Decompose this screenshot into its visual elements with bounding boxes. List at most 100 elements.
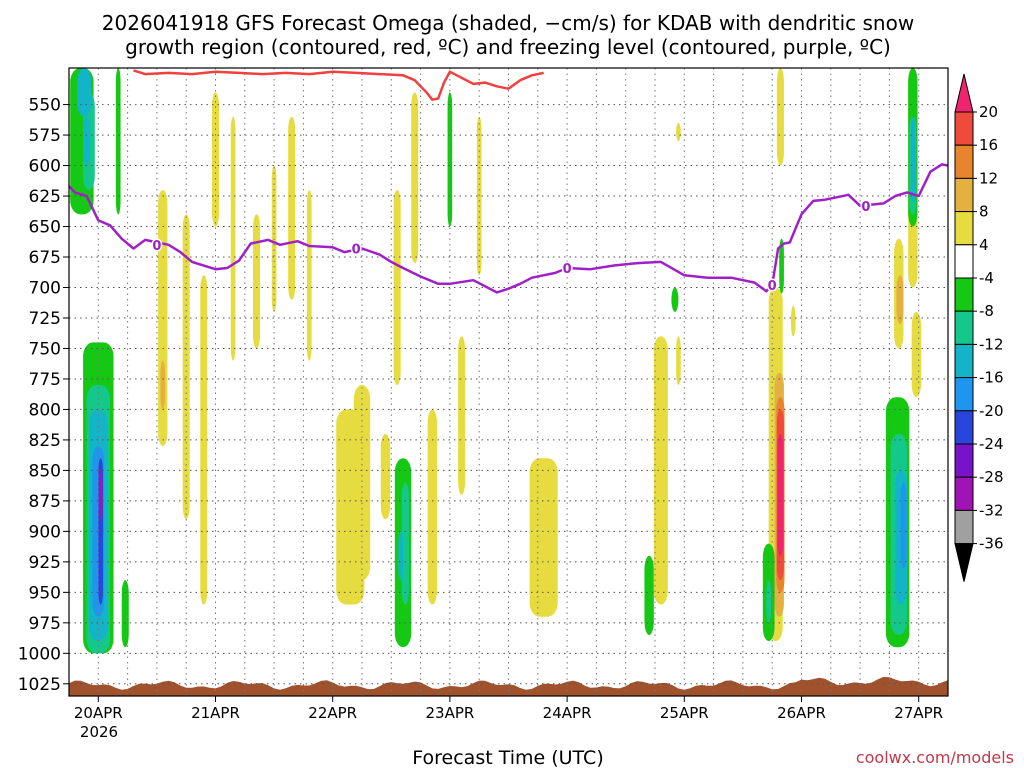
x-tick-label: 27APR: [894, 704, 943, 722]
colorbar-bottom-triangle: [954, 543, 974, 582]
x-tick-label: 26APR: [777, 704, 826, 722]
omega-region: [911, 311, 922, 398]
omega-region: [411, 92, 419, 264]
x-tick-label: 24APR: [543, 704, 592, 722]
omega-region: [766, 580, 772, 623]
omega-region: [676, 336, 681, 386]
colorbar-label: -8: [979, 302, 994, 320]
y-tick-label: 625: [29, 187, 61, 207]
ground-surface: [69, 676, 948, 696]
omega-region: [896, 275, 904, 325]
y-tick-label: 1025: [18, 675, 61, 695]
contour-layer: 0 0 0 0 0: [69, 69, 948, 296]
colorbar-label: -4: [979, 269, 994, 287]
omega-region: [779, 238, 784, 294]
colorbar-label: -16: [979, 369, 1004, 387]
colorbar-label: -24: [979, 435, 1004, 453]
freezing-level-label: 0: [152, 239, 161, 254]
colorbar-box: [954, 244, 974, 279]
x-tick-label: 20APR: [74, 704, 123, 722]
colorbar-label: 12: [979, 169, 998, 187]
y-tick-label: 700: [29, 278, 61, 298]
chart-title-line2: growth region (contoured, red, ºC) and f…: [125, 35, 891, 59]
y-tick-label: 575: [29, 126, 61, 146]
colorbar-box: [954, 476, 974, 511]
omega-region: [380, 433, 391, 520]
chart-title-line1: 2026041918 GFS Forecast Omega (shaded, −…: [102, 11, 914, 35]
omega-region: [671, 287, 679, 312]
omega-region: [910, 116, 916, 203]
colorbar-label: -28: [979, 468, 1004, 486]
colorbar-label: -12: [979, 335, 1004, 353]
colorbar-box: [954, 111, 974, 146]
dgz-contour: [133, 69, 544, 101]
y-tick-label: 875: [29, 492, 61, 512]
y-tick-label: 675: [29, 248, 61, 268]
y-axis-ticks: 550 575 600 625 650 675 700 725 750 775 800 825 850 8…: [18, 96, 69, 695]
omega-region: [77, 68, 92, 117]
credit-label: coolwx.com/models: [856, 748, 1014, 767]
omega-region: [288, 116, 296, 300]
colorbar-box: [954, 211, 974, 246]
omega-region: [98, 470, 103, 520]
freezing-level-label: 0: [563, 262, 572, 277]
colorbar-box: [954, 377, 974, 412]
freezing-level-contour: [69, 163, 948, 294]
omega-region: [182, 214, 190, 520]
plot-frame: [68, 67, 949, 697]
y-tick-label: 775: [29, 370, 61, 390]
colorbar-label: 8: [979, 203, 989, 221]
omega-region: [121, 580, 129, 648]
colorbar-label: -32: [979, 501, 1004, 519]
omega-region: [776, 68, 784, 166]
omega-shading-layer: [70, 68, 922, 654]
colorbar-label: 4: [979, 236, 989, 254]
colorbar-box: [954, 310, 974, 345]
grid-lines: [69, 68, 948, 696]
omega-region: [447, 92, 453, 227]
omega-region: [211, 92, 220, 227]
omega-region: [401, 482, 409, 605]
y-tick-label: 650: [29, 218, 61, 238]
omega-region: [777, 433, 784, 556]
y-tick-label: 900: [29, 522, 61, 542]
colorbar-box: [954, 277, 974, 312]
y-tick-label: 850: [29, 461, 61, 481]
y-tick-label: 725: [29, 309, 61, 329]
y-tick-label: 950: [29, 583, 61, 603]
x-tick-label: 21APR: [191, 704, 240, 722]
x-axis-ticks: 20APR 21APR 22APR 23APR 24APR 25APR 26APR 27APR: [74, 696, 943, 722]
colorbar-box: [954, 443, 974, 478]
year-label: 2026: [80, 723, 118, 741]
colorbar-label: -36: [979, 535, 1004, 553]
omega-region: [900, 482, 907, 568]
omega-region: [160, 360, 166, 410]
colorbar-box: [954, 177, 974, 213]
freezing-level-label: 0: [861, 200, 870, 215]
omega-region: [398, 531, 404, 581]
colorbar-box: [954, 144, 974, 179]
omega-region: [230, 116, 236, 361]
x-tick-label: 23APR: [425, 704, 474, 722]
omega-region: [83, 116, 91, 166]
omega-region: [115, 68, 121, 215]
x-tick-label: 25APR: [660, 704, 709, 722]
y-tick-label: 600: [29, 157, 61, 177]
y-tick-label: 825: [29, 431, 61, 451]
colorbar-label: 16: [979, 136, 998, 154]
omega-region: [790, 305, 796, 337]
omega-region: [427, 409, 438, 605]
y-tick-label: 975: [29, 614, 61, 634]
freezing-level-label: 0: [768, 279, 777, 294]
y-tick-label: 800: [29, 400, 61, 420]
colorbar-top-triangle: [954, 73, 974, 113]
colorbar-label: 20: [979, 103, 998, 121]
omega-region: [531, 482, 544, 605]
omega-region: [200, 275, 208, 605]
omega-region: [458, 336, 466, 495]
omega-region: [306, 189, 312, 361]
omega-region: [393, 189, 401, 386]
omega-region: [476, 116, 482, 276]
y-tick-label: 925: [29, 553, 61, 573]
